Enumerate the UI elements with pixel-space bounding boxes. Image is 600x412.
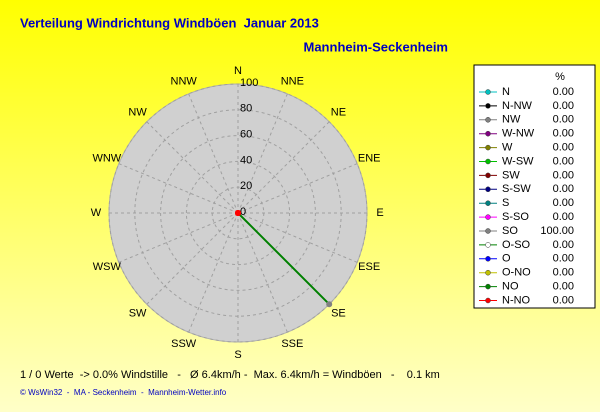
direction-label: NNW xyxy=(171,76,198,88)
radar-point xyxy=(326,301,333,308)
direction-label: SSE xyxy=(281,338,303,350)
legend-marker xyxy=(485,200,491,206)
legend-marker xyxy=(485,269,491,276)
legend-value: 0.00 xyxy=(553,169,574,181)
direction-label: SE xyxy=(331,307,346,319)
direction-label: WNW xyxy=(92,153,121,165)
radar-point xyxy=(235,210,241,216)
legend-value: 0.00 xyxy=(553,142,574,154)
legend-marker xyxy=(485,172,491,179)
legend-value: 0.00 xyxy=(553,253,574,265)
grid-ring xyxy=(134,109,342,317)
legend-label: S-SW xyxy=(502,183,531,195)
r-tick-label: 0 xyxy=(240,206,246,218)
legend-title: % xyxy=(555,71,565,83)
chart-subtitle: Mannheim-Seckenheim xyxy=(304,39,449,54)
grid-ring xyxy=(160,135,316,291)
legend-marker xyxy=(485,214,491,220)
r-tick-label: 40 xyxy=(240,154,252,166)
chart-title: Verteilung Windrichtung Windböen Januar … xyxy=(20,15,319,30)
legend-marker xyxy=(485,242,491,248)
legend-value: 0.00 xyxy=(553,294,574,306)
legend-label: W-SW xyxy=(502,155,534,167)
legend-marker xyxy=(485,158,491,165)
direction-label: S xyxy=(234,349,241,361)
direction-label: N xyxy=(234,65,242,77)
legend-box xyxy=(473,64,596,309)
r-tick-label: 60 xyxy=(240,129,252,141)
legend-marker xyxy=(485,130,491,137)
legend-value: 0.00 xyxy=(553,281,574,293)
legend-value: 0.00 xyxy=(553,86,574,98)
legend-label: S xyxy=(502,197,509,209)
legend-value: 0.00 xyxy=(553,267,574,279)
grid-ring xyxy=(108,83,368,343)
legend-label: SO xyxy=(502,225,518,237)
legend-value: 0.00 xyxy=(553,114,574,126)
legend-marker xyxy=(485,117,491,123)
legend-label: N-NO xyxy=(502,294,531,306)
legend-value: 0.00 xyxy=(553,155,574,167)
legend-marker xyxy=(485,103,491,109)
legend-value: 0.00 xyxy=(553,183,574,195)
legend-value: 0.00 xyxy=(553,100,574,112)
legend-value: 0.00 xyxy=(553,239,574,251)
legend-label: O-SO xyxy=(502,239,531,251)
direction-label: E xyxy=(376,207,383,219)
direction-label: ENE xyxy=(358,153,381,165)
legend-label: N xyxy=(502,86,510,98)
legend-value: 0.00 xyxy=(553,128,574,140)
legend-value: 0.00 xyxy=(553,197,574,209)
direction-label: NE xyxy=(331,106,346,118)
legend-value: 0.00 xyxy=(553,211,574,223)
copyright: © WsWin32 - MA - Seckenheim - Mannheim-W… xyxy=(20,388,227,397)
r-tick-label: 80 xyxy=(240,103,252,115)
legend-label: SW xyxy=(502,169,520,181)
direction-label: ESE xyxy=(358,261,380,273)
r-tick-label: 20 xyxy=(240,180,252,192)
legend-label: NO xyxy=(502,281,519,293)
direction-label: WSW xyxy=(93,261,122,273)
legend-marker xyxy=(485,228,491,234)
legend-label: N-NW xyxy=(502,100,533,112)
legend-label: W xyxy=(502,142,513,154)
direction-label: NNE xyxy=(281,76,304,88)
legend-marker xyxy=(485,256,491,262)
grid-ring xyxy=(211,186,265,240)
footer-note: 1 / 0 Werte -> 0.0% Windstille - Ø 6.4km… xyxy=(20,369,440,381)
legend-label: O-NO xyxy=(502,267,531,279)
direction-label: SW xyxy=(129,307,147,319)
direction-label: W xyxy=(91,207,102,219)
legend-marker xyxy=(485,186,491,193)
legend-label: S-SO xyxy=(502,211,529,223)
legend-label: NW xyxy=(502,114,521,126)
legend-marker xyxy=(485,144,491,151)
legend-marker xyxy=(485,297,491,304)
legend-label: W-NW xyxy=(502,128,535,140)
r-tick-label: 100 xyxy=(240,77,258,89)
grid-ring xyxy=(185,160,291,266)
legend-label: O xyxy=(502,253,511,265)
direction-label: SSW xyxy=(171,338,197,350)
legend-value: 100.00 xyxy=(540,225,574,237)
legend-marker xyxy=(485,283,491,290)
direction-label: NW xyxy=(128,106,147,118)
legend-marker xyxy=(485,89,491,95)
